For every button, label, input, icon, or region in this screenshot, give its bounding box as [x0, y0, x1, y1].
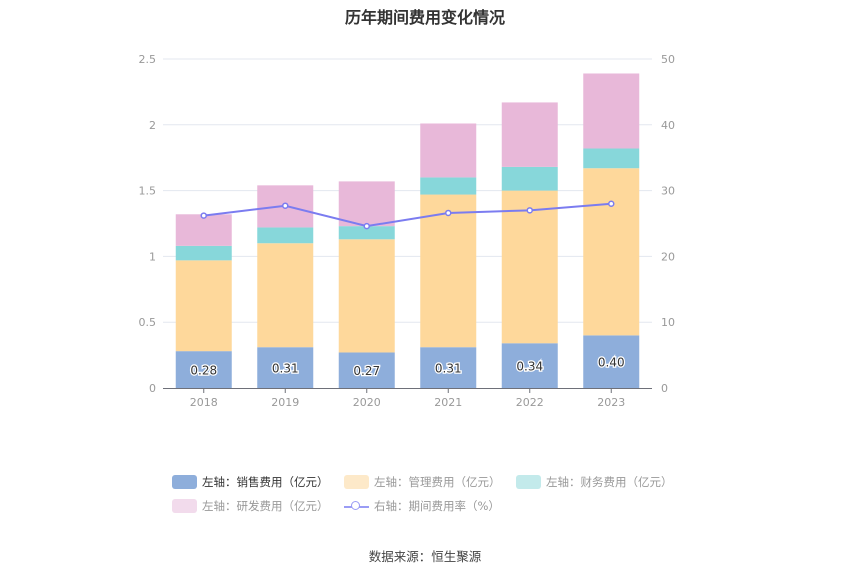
- data-source: 数据来源：恒生聚源: [368, 549, 482, 564]
- x-axis-tick-label: 2022: [516, 396, 544, 409]
- legend-label-rd: 左轴：研发费用（亿元）: [202, 499, 329, 513]
- bar-data-label: 0.28: [190, 364, 217, 378]
- legend-label-management: 左轴：管理费用（亿元）: [374, 475, 501, 489]
- bar-segment: [583, 335, 640, 388]
- bar-segment: [501, 102, 558, 167]
- expense-rate-line: [203, 202, 612, 228]
- x-axis-tick-label: 2020: [353, 396, 381, 409]
- right-axis-tick-label: 30: [661, 185, 675, 198]
- right-axis-tick-label: 0: [661, 382, 668, 395]
- legend-label-finance: 左轴：财务费用（亿元）: [546, 475, 673, 489]
- left-axis-tick-label: 1: [149, 250, 156, 263]
- bar-segment: [420, 123, 477, 178]
- bar-segment: [583, 148, 640, 169]
- expense-rate-point: [526, 207, 533, 214]
- bar-segment: [501, 343, 558, 388]
- legend-swatch-management: [344, 475, 369, 489]
- chart-title: 历年期间费用变化情况: [344, 8, 505, 27]
- bar-segment: [420, 177, 477, 195]
- bar-segment: [257, 243, 314, 348]
- legend-swatch-expense-rate: [344, 499, 369, 513]
- legend-item-rd[interactable]: 左轴：研发费用（亿元）: [172, 498, 329, 514]
- bar-data-label: 0.27: [353, 364, 380, 378]
- legend-swatch-finance: [516, 475, 541, 489]
- bar-segment: [420, 347, 477, 388]
- bar-segment: [175, 351, 232, 388]
- bar-segment: [175, 245, 232, 261]
- legend-swatch-rd: [172, 499, 197, 513]
- legend-label-sales: 左轴：销售费用（亿元）: [202, 475, 329, 489]
- x-axis-tick-label: 2019: [271, 396, 299, 409]
- bar-data-label: 0.31: [435, 362, 462, 376]
- bar-segment: [175, 214, 232, 246]
- bar-segment: [501, 166, 558, 191]
- bar-segment: [338, 226, 395, 240]
- left-axis-tick-label: 2.5: [139, 53, 157, 66]
- bar-segment: [583, 73, 640, 149]
- legend-label-expense-rate: 右轴：期间费用率（%）: [374, 499, 500, 513]
- expense-rate-point: [363, 222, 370, 230]
- bar-segment: [420, 194, 477, 348]
- x-axis-tick-label: 2018: [190, 396, 218, 409]
- expense-rate-point: [445, 209, 452, 217]
- bar-data-label: 0.34: [516, 360, 543, 374]
- legend-swatch-sales: [172, 475, 197, 489]
- x-axis-tick-label: 2021: [434, 396, 462, 409]
- bar-segment: [501, 190, 558, 344]
- left-axis-tick-label: 1.5: [139, 185, 157, 198]
- legend-item-sales[interactable]: 左轴：销售费用（亿元）: [172, 474, 329, 490]
- expense-rate-point: [200, 212, 207, 219]
- legend-item-expense-rate[interactable]: 右轴：期间费用率（%）: [344, 498, 500, 514]
- legend-item-management[interactable]: 左轴：管理费用（亿元）: [344, 474, 501, 490]
- bar-data-label: 0.31: [272, 362, 299, 376]
- right-axis-tick-label: 20: [661, 250, 675, 263]
- bar-segment: [175, 260, 232, 352]
- bar-segment: [257, 347, 314, 388]
- right-axis-tick-label: 40: [661, 119, 675, 132]
- bar-segment: [257, 227, 314, 244]
- x-axis-tick-label: 2023: [597, 396, 625, 409]
- bar-segment: [338, 239, 395, 353]
- legend-item-finance[interactable]: 左轴：财务费用（亿元）: [516, 474, 673, 490]
- bar-segment: [338, 352, 395, 388]
- expense-rate-point: [608, 200, 615, 208]
- right-axis-tick-label: 10: [661, 316, 675, 329]
- bar-segment: [583, 168, 640, 336]
- right-axis-tick-label: 50: [661, 53, 675, 66]
- bar-segment: [338, 181, 395, 227]
- left-axis-tick-label: 2: [149, 119, 156, 132]
- bar-data-label: 0.40: [598, 356, 625, 370]
- left-axis-tick-label: 0.5: [139, 316, 157, 329]
- expense-rate-point: [282, 202, 289, 209]
- left-axis-tick-label: 0: [149, 382, 156, 395]
